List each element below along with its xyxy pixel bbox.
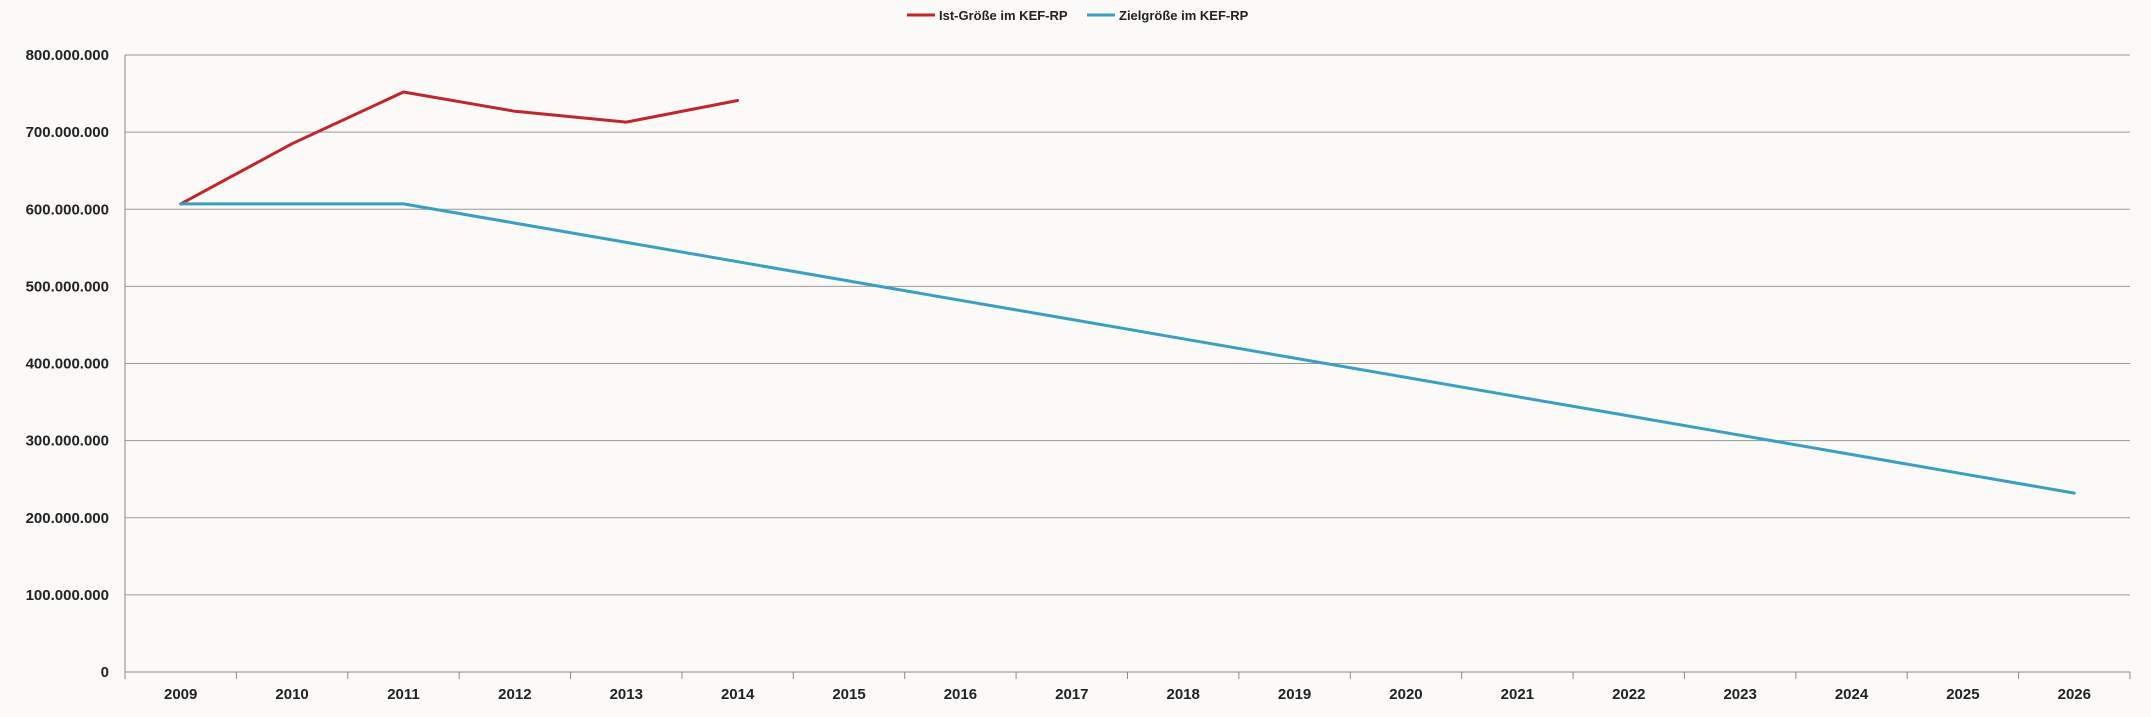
axes: 0 100.000.000 200.000.000 300.000.000 400.00… xyxy=(26,47,2131,703)
data-point-series-2 xyxy=(1961,472,1964,475)
data-point-series-2 xyxy=(1070,318,1073,321)
y-tick-label: 800.000.000 xyxy=(26,47,109,64)
series-lines xyxy=(179,90,2076,495)
data-point-series-2 xyxy=(736,260,739,263)
x-tick-label: 2016 xyxy=(944,686,977,703)
x-tick-label: 2011 xyxy=(387,686,420,703)
y-tick-label: 100.000.000 xyxy=(26,587,109,604)
data-point-series-2 xyxy=(402,202,405,205)
x-tick-label: 2026 xyxy=(2058,686,2091,703)
legend-label: Zielgröße im KEF-RP xyxy=(1119,8,1249,23)
x-tick-label: 2024 xyxy=(1835,686,1869,703)
data-point-series-1 xyxy=(291,142,294,145)
data-point-series-2 xyxy=(1516,395,1519,398)
legend: Ist-Größe im KEF-RP Zielgröße im KEF-RP xyxy=(907,8,1249,23)
y-tick-label: 200.000.000 xyxy=(26,510,109,527)
data-point-series-2 xyxy=(291,202,294,205)
data-point-series-2 xyxy=(1627,414,1630,417)
y-tick-label: 400.000.000 xyxy=(26,356,109,373)
y-tick-label: 700.000.000 xyxy=(26,124,109,141)
data-point-series-2 xyxy=(1850,453,1853,456)
x-tick-label: 2012 xyxy=(498,686,531,703)
x-tick-label: 2014 xyxy=(721,686,755,703)
data-point-series-2 xyxy=(1293,357,1296,360)
x-tick-label: 2021 xyxy=(1501,686,1534,703)
legend-label: Ist-Größe im KEF-RP xyxy=(939,8,1068,23)
gridlines xyxy=(125,54,2130,673)
data-point-series-1 xyxy=(736,99,739,102)
data-point-series-2 xyxy=(179,202,182,205)
x-tick-label: 2015 xyxy=(832,686,865,703)
data-point-series-2 xyxy=(959,299,962,302)
data-point-series-1 xyxy=(625,121,628,124)
x-tick-label: 2018 xyxy=(1167,686,1200,703)
y-tick-label: 600.000.000 xyxy=(26,201,109,218)
x-tick-label: 2019 xyxy=(1278,686,1311,703)
data-point-series-2 xyxy=(848,279,851,282)
series-line-1 xyxy=(179,90,740,206)
y-tick-label: 0 xyxy=(101,664,109,681)
series-line-2 xyxy=(179,202,2076,495)
data-point-series-2 xyxy=(513,222,516,225)
data-point-series-2 xyxy=(1404,376,1407,379)
x-tick-label: 2009 xyxy=(164,686,197,703)
x-tick-label: 2017 xyxy=(1055,686,1088,703)
y-tick-label: 300.000.000 xyxy=(26,433,109,450)
data-point-series-2 xyxy=(2073,492,2076,495)
data-point-series-1 xyxy=(402,91,405,94)
data-point-series-2 xyxy=(1182,337,1185,340)
x-tick-label: 2020 xyxy=(1389,686,1422,703)
y-tick-label: 500.000.000 xyxy=(26,278,109,295)
data-point-series-2 xyxy=(1739,434,1742,437)
x-tick-label: 2023 xyxy=(1723,686,1756,703)
data-point-series-2 xyxy=(625,241,628,244)
x-tick-label: 2025 xyxy=(1946,686,1979,703)
data-point-series-1 xyxy=(513,110,516,113)
x-tick-label: 2013 xyxy=(610,686,643,703)
x-tick-label: 2010 xyxy=(275,686,308,703)
x-tick-label: 2022 xyxy=(1612,686,1645,703)
